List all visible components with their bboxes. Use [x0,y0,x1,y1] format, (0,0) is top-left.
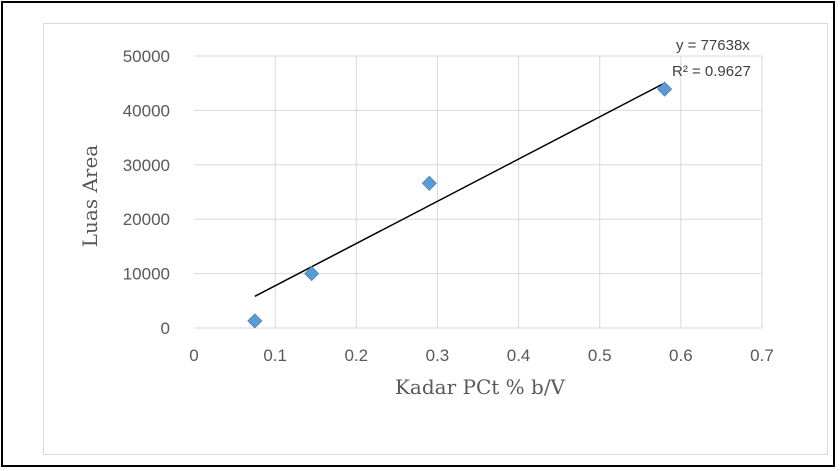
data-point [657,81,673,97]
x-tick-label: 0.3 [426,346,450,365]
trendline-equation: y = 77638x [676,37,750,54]
y-tick-label: 30000 [123,156,170,175]
y-tick-label: 20000 [123,210,170,229]
data-point [421,175,437,191]
data-point [304,266,320,282]
data-points [247,81,673,329]
y-tick-label: 0 [161,319,170,338]
x-tick-label: 0 [189,346,198,365]
x-tick-label: 0.2 [344,346,368,365]
x-tick-label: 0.1 [263,346,287,365]
x-tick-label: 0.7 [750,346,774,365]
x-tick-label: 0.6 [669,346,693,365]
chart-area [43,23,828,455]
y-axis-label: Luas Area [78,145,102,248]
y-tick-label: 50000 [123,47,170,66]
x-tick-labels: 0 0.1 0.2 0.3 0.4 0.5 0.6 0.7 [189,346,774,365]
y-tick-label: 40000 [123,101,170,120]
trendline-r2: R² = 0.9627 [672,63,751,80]
x-axis-label: Kadar PCt % b/V [395,375,566,399]
x-tick-label: 0.4 [507,346,531,365]
gridlines [194,55,763,328]
x-tick-label: 0.5 [588,346,612,365]
y-tick-label: 10000 [123,265,170,284]
trendline [254,82,665,297]
data-point [247,313,263,329]
y-tick-labels: 0 10000 20000 30000 40000 50000 [123,47,170,338]
